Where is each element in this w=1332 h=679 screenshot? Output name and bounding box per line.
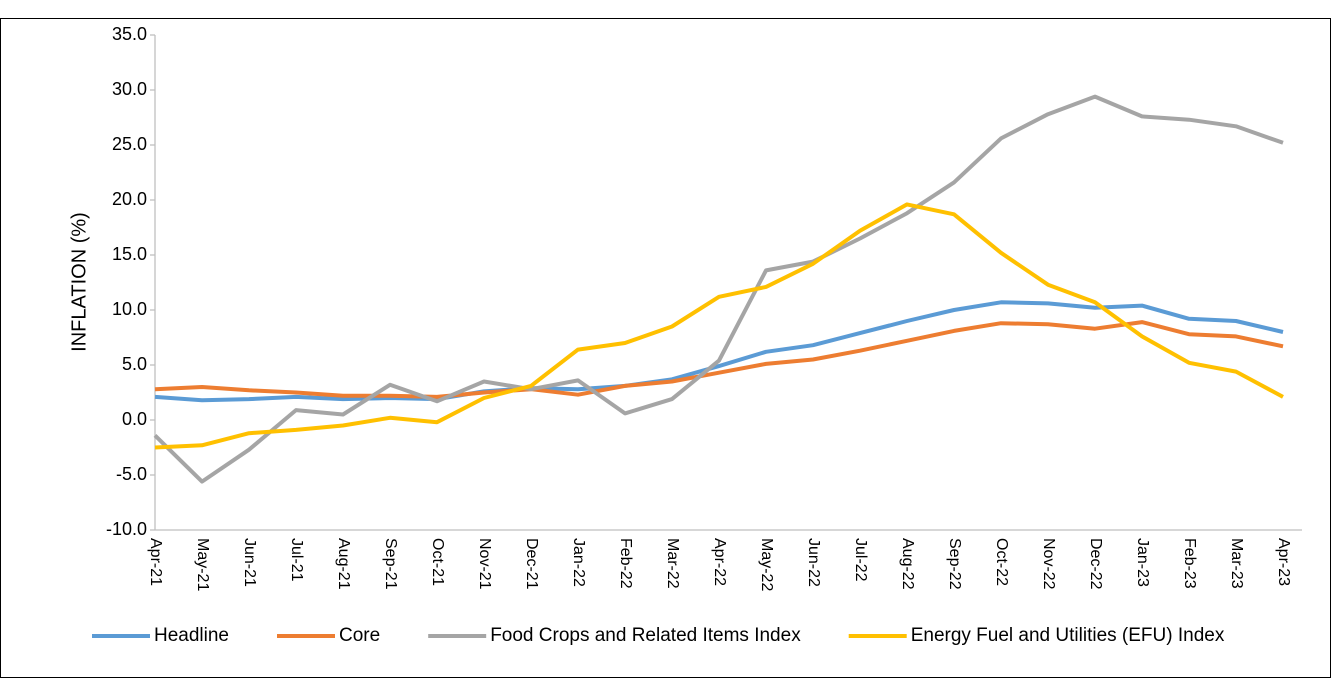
x-tick-label: Sep-21 xyxy=(382,538,399,590)
x-tick-label: Oct-22 xyxy=(993,538,1010,586)
y-axis-label: INFLATION (%) xyxy=(68,212,90,352)
x-tick-label: Nov-21 xyxy=(476,538,493,590)
y-tick-label: 15.0 xyxy=(112,244,147,264)
x-tick-label: Sep-22 xyxy=(946,538,963,590)
x-tick-label: Jul-22 xyxy=(852,538,869,582)
x-tick-label: Jun-22 xyxy=(805,538,822,587)
chart-frame xyxy=(0,18,1331,678)
x-tick-label: Apr-21 xyxy=(147,538,164,586)
legend-label: Energy Fuel and Utilities (EFU) Index xyxy=(911,625,1225,646)
x-tick-label: May-22 xyxy=(758,538,775,591)
series-line xyxy=(153,94,1284,484)
series-line xyxy=(154,320,1284,399)
x-tick-label: Feb-22 xyxy=(617,538,634,589)
x-tick-label: Jan-22 xyxy=(570,538,587,587)
x-tick-label: Jul-21 xyxy=(288,538,305,582)
x-tick-label: May-21 xyxy=(194,538,211,591)
x-tick-label: Dec-22 xyxy=(1087,538,1104,590)
legend-label: Headline xyxy=(154,625,229,646)
y-tick-label: 35.0 xyxy=(112,24,147,44)
series-line xyxy=(154,300,1284,403)
x-tick-label: Oct-21 xyxy=(429,538,446,586)
x-tick-label: Feb-23 xyxy=(1181,538,1198,589)
series-line xyxy=(154,202,1284,450)
x-tick-label: Jan-23 xyxy=(1134,538,1151,587)
y-tick-label: 5.0 xyxy=(122,354,147,374)
y-tick-label: -10.0 xyxy=(106,519,147,539)
legend-label: Food Crops and Related Items Index xyxy=(490,625,801,646)
y-tick-label: 20.0 xyxy=(112,189,147,209)
x-tick-label: Aug-22 xyxy=(899,538,916,590)
x-tick-label: Jun-21 xyxy=(241,538,258,587)
x-tick-label: Apr-22 xyxy=(711,538,728,586)
x-tick-label: Apr-23 xyxy=(1275,538,1292,586)
y-tick-label: 0.0 xyxy=(122,409,147,429)
x-tick-label: Aug-21 xyxy=(335,538,352,590)
y-tick-label: 30.0 xyxy=(112,79,147,99)
legend-label: Core xyxy=(339,625,380,646)
x-tick-label: Mar-23 xyxy=(1228,538,1245,589)
x-tick-label: Mar-22 xyxy=(664,538,681,589)
y-tick-label: -5.0 xyxy=(116,464,147,484)
y-tick-label: 25.0 xyxy=(112,134,147,154)
x-tick-label: Nov-22 xyxy=(1040,538,1057,590)
x-tick-label: Dec-21 xyxy=(523,538,540,590)
y-tick-label: 10.0 xyxy=(112,299,147,319)
